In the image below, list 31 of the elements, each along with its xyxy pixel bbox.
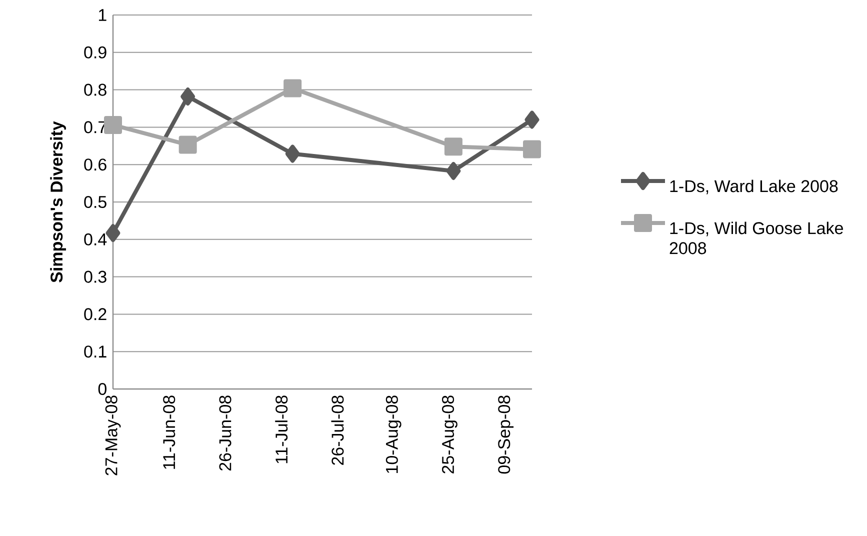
x-tick-label: 26-Jun-08	[219, 396, 232, 471]
x-tick-label: 09-Sep-08	[498, 396, 514, 474]
point	[523, 140, 542, 158]
x-tick-label: 10-Aug-08	[386, 396, 402, 473]
y-tick-label: 0.3	[84, 270, 106, 283]
y-axis-title: Simpson's Diversity	[50, 121, 66, 282]
point	[180, 88, 196, 106]
point	[446, 162, 461, 180]
x-tick-label: 27-May-08	[105, 396, 121, 476]
x-tick-label: 25-Aug-08	[442, 396, 458, 474]
point	[104, 116, 122, 134]
y-tick-label: 1	[98, 9, 106, 21]
point	[106, 224, 120, 242]
y-tick-label: 0.5	[84, 196, 106, 208]
y-tick-label: 0.8	[84, 84, 106, 96]
y-tick-label: 0.1	[84, 346, 106, 358]
y-tick-label: 0	[98, 382, 106, 396]
x-tick-label: 11-Jul-08	[275, 396, 288, 464]
point	[284, 79, 302, 98]
point	[524, 110, 540, 129]
legend-label: 1-Ds, Ward Lake 2008	[670, 180, 838, 194]
legend-label: 1-Ds, Wild Goose Lake 2008	[670, 222, 843, 254]
point	[444, 138, 462, 156]
y-tick-label: 0.2	[84, 308, 106, 320]
x-tick-label: 26-Jul-08	[331, 396, 344, 465]
y-tick-label: 0.6	[84, 158, 106, 171]
point	[285, 144, 300, 163]
y-tick-label: 0.9	[84, 46, 106, 58]
x-tick-label: 11-Jun-08	[163, 396, 176, 469]
y-tick-label: 0.4	[84, 233, 107, 246]
point	[178, 136, 197, 154]
